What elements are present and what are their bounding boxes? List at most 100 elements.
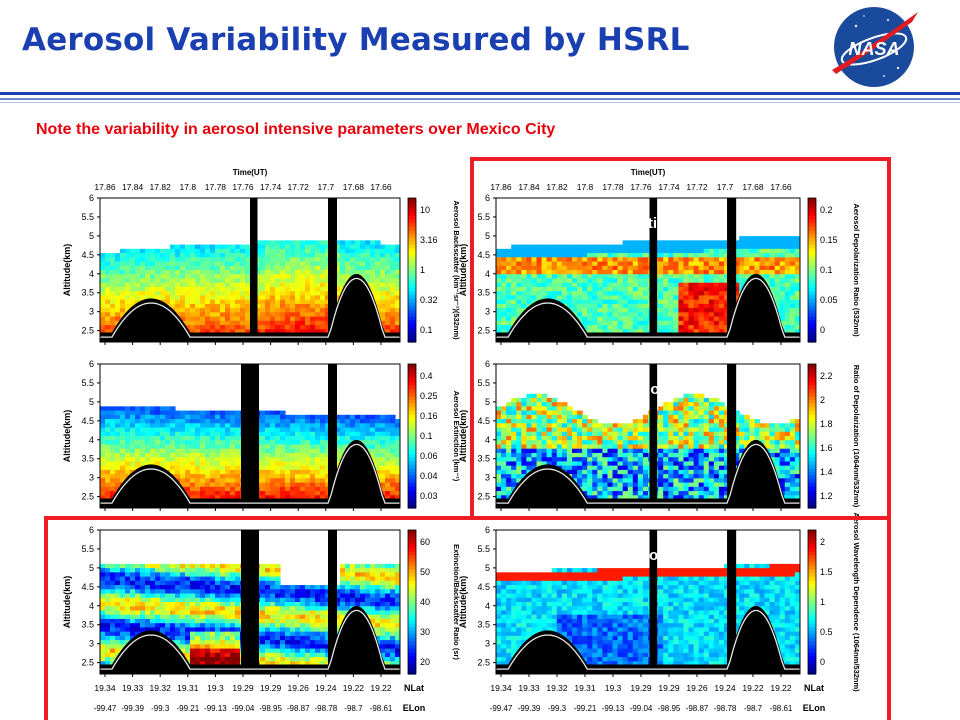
heatmap-cell [260, 474, 266, 479]
heatmap-cell [280, 491, 286, 496]
heatmap-cell [100, 440, 106, 446]
heatmap-cell [395, 278, 401, 284]
heatmap-cell [215, 461, 221, 467]
heatmap-cell [175, 261, 181, 267]
heatmap-cell [205, 274, 211, 280]
heatmap-cell [200, 278, 206, 284]
heatmap-cell [355, 414, 361, 420]
heatmap-cell [180, 465, 186, 471]
heatmap-cell [115, 465, 121, 471]
heatmap-cell [380, 270, 386, 275]
heatmap-cell [160, 248, 166, 254]
heatmap-cell [200, 419, 206, 424]
heatmap-cell [205, 474, 211, 479]
heatmap-cell [305, 431, 311, 437]
heatmap-cell [120, 303, 126, 309]
heatmap-cell [185, 291, 191, 297]
heatmap-cell [130, 406, 136, 412]
heatmap-cell [140, 431, 146, 437]
heatmap-cell [260, 478, 266, 484]
heatmap-cell [290, 244, 296, 250]
heatmap-cell [280, 427, 286, 433]
heatmap-cell [265, 257, 271, 263]
heatmap-cell [110, 282, 116, 288]
heatmap-cell [195, 440, 201, 446]
heatmap-cell [205, 452, 211, 458]
heatmap-cell [115, 308, 121, 313]
heatmap-cell [160, 278, 166, 284]
heatmap-cell [280, 423, 286, 429]
heatmap-cell [385, 291, 391, 297]
heatmap-cell [195, 253, 201, 258]
heatmap-cell [125, 274, 131, 280]
heatmap-cell [195, 295, 201, 301]
heatmap-cell [380, 244, 386, 250]
heatmap-cell [115, 444, 121, 450]
heatmap-cell [100, 291, 106, 297]
heatmap-cell [395, 436, 401, 441]
heatmap-cell [375, 431, 381, 437]
heatmap-cell [395, 244, 401, 250]
heatmap-cell [390, 440, 396, 446]
heatmap-cell [295, 274, 301, 280]
heatmap-cell [305, 452, 311, 458]
heatmap-cell [105, 448, 111, 454]
heatmap-cell [315, 282, 321, 288]
heatmap-cell [145, 431, 151, 437]
heatmap-cell [110, 448, 116, 454]
heatmap-cell [210, 461, 216, 467]
heatmap-cell [115, 253, 121, 258]
heatmap-cell [375, 452, 381, 458]
heatmap-cell [125, 431, 131, 437]
heatmap-cell [315, 248, 321, 254]
heatmap-cell [110, 474, 116, 479]
heatmap-cell [160, 261, 166, 267]
heatmap-cell [220, 436, 226, 441]
heatmap-cell [190, 325, 196, 330]
heatmap-cell [145, 448, 151, 454]
heatmap-cell [215, 444, 221, 450]
heatmap-cell [240, 316, 246, 322]
heatmap-cell [345, 244, 351, 250]
heatmap-cell [110, 316, 116, 322]
heatmap-cell [140, 414, 146, 420]
heatmap-cell [175, 270, 181, 275]
heatmap-cell [375, 448, 381, 454]
heatmap-cell [305, 427, 311, 433]
heatmap-cell [285, 469, 291, 475]
heatmap-cell [145, 457, 151, 463]
heatmap-cell [285, 474, 291, 479]
heatmap-cell [340, 265, 346, 271]
heatmap-cell [100, 265, 106, 271]
heatmap-cell [225, 257, 231, 263]
heatmap-cell [280, 278, 286, 284]
heatmap-cell [375, 457, 381, 463]
heatmap-cell [110, 406, 116, 412]
heatmap-cell [180, 244, 186, 250]
heatmap-cell [315, 303, 321, 309]
heatmap-cell [395, 312, 401, 318]
heatmap-cell [230, 461, 236, 467]
heatmap-cell [285, 486, 291, 492]
heatmap-cell [395, 295, 401, 301]
heatmap-cell [150, 274, 156, 280]
heatmap-cell [205, 436, 211, 441]
heatmap-cell [365, 248, 371, 254]
heatmap-cell [160, 427, 166, 433]
heatmap-cell [240, 295, 246, 301]
heatmap-cell [295, 257, 301, 263]
heatmap-cell [135, 265, 141, 271]
heatmap-cell [120, 423, 126, 429]
heatmap-cell [375, 240, 381, 246]
heatmap-cell [100, 253, 106, 258]
heatmap-cell [165, 423, 171, 429]
heatmap-cell [110, 419, 116, 424]
heatmap-cell [140, 282, 146, 288]
heatmap-cell [270, 303, 276, 309]
heatmap-cell [355, 253, 361, 258]
heatmap-cell [220, 261, 226, 267]
heatmap-cell [125, 278, 131, 284]
heatmap-cell [205, 257, 211, 263]
heatmap-cell [260, 286, 266, 292]
heatmap-cell [315, 414, 321, 420]
